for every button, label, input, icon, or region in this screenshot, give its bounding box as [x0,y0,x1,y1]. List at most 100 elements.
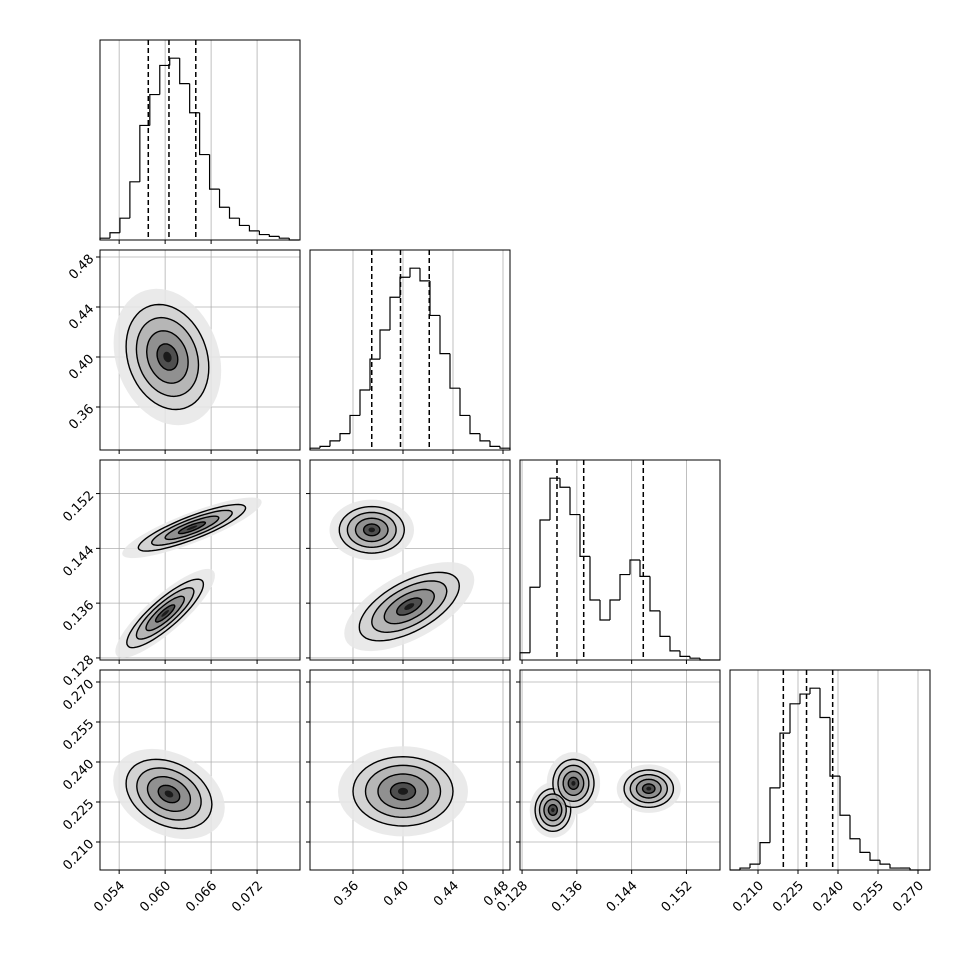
x-tick-label: 0.152 [659,878,696,915]
histogram-step [689,656,700,659]
histogram-step [569,487,580,516]
y-tick-label: 0.136 [60,598,97,635]
histogram-step [519,652,530,660]
density-contour [368,527,375,533]
histogram-step [319,445,330,449]
histogram-step [869,852,880,861]
histogram-step [349,414,360,434]
histogram-step [559,478,570,488]
panel-frame [309,459,511,661]
density-group [113,748,225,840]
histogram-step [439,315,450,355]
histogram-step [669,636,680,652]
histogram-step [369,358,380,390]
histogram-step [889,864,900,869]
histogram-step [179,58,190,85]
histogram-step [879,860,890,865]
histogram-step [469,415,480,435]
histogram-step [549,477,560,520]
density-contour [186,525,198,531]
histogram-step [479,433,490,442]
histogram-step [199,112,210,156]
density-contour [551,807,555,813]
histogram-step [278,236,290,239]
density-group [529,752,681,838]
y-tick-label: 0.240 [60,757,97,794]
density-group [115,497,262,658]
x-tick-label: 0.144 [604,878,641,915]
histogram-step [779,732,790,788]
histogram-step [609,599,620,620]
histogram-step [629,559,640,575]
panel-frame [519,669,721,871]
y-tick-label: 0.225 [60,797,97,834]
histogram-step [119,217,130,233]
x-tick-label: 0.060 [137,878,174,915]
density-contour [164,790,174,798]
histogram-step [359,389,370,416]
panel-frame [729,669,931,871]
panel-frame [519,459,721,661]
y-tick-label: 0.144 [60,543,97,580]
histogram-step [238,218,250,227]
histogram-step [489,440,500,447]
histogram-step [139,124,150,182]
histogram-step [759,842,770,865]
density-group [113,288,222,426]
histogram-step [859,838,870,854]
histogram-step [749,863,760,869]
histogram-step [409,267,420,278]
histogram-step [329,440,340,447]
histogram-step [258,230,270,236]
histogram-step [839,776,850,816]
x-tick-label: 0.36 [331,878,362,909]
histogram-step [339,433,350,441]
histogram-step [208,154,220,190]
y-tick-label: 0.255 [60,717,97,754]
y-tick-label: 0.44 [66,302,97,333]
panel-frame [99,669,301,871]
histogram-step [799,693,810,704]
x-tick-label: 0.255 [850,878,887,915]
x-tick-label: 0.136 [549,878,586,915]
x-tick-label: 0.225 [770,878,807,915]
x-tick-label: 0.054 [91,878,128,915]
histogram-step [169,57,180,66]
density-contour [646,786,652,791]
x-tick-label: 0.40 [381,878,412,909]
histogram-step [639,560,650,577]
histogram-step [218,189,230,208]
histogram-step [268,234,280,237]
histogram-step [589,556,600,601]
histogram-step [499,446,511,450]
histogram-step [679,650,690,657]
histogram-step [819,688,830,719]
histogram-step [599,600,610,621]
panel-frame [309,249,511,451]
y-tick-label: 0.48 [66,252,97,283]
histogram-step [248,225,260,232]
histogram-step [109,232,120,239]
histogram-step [159,64,170,95]
x-tick-label: 0.210 [730,878,767,915]
histogram-step [529,586,540,653]
y-tick-label: 0.40 [66,352,97,383]
y-tick-label: 0.36 [66,402,97,433]
histogram-step [379,329,390,360]
panel-frame [99,249,301,451]
density-contour [404,603,415,610]
density-group [329,499,475,652]
panel-frame [99,39,301,241]
x-tick-label: 0.44 [431,878,462,909]
histogram-step [809,687,820,695]
histogram-step [829,717,840,777]
histogram-step [419,268,430,282]
histogram-step [399,276,410,298]
x-tick-label: 0.240 [810,878,847,915]
histogram-step [789,703,800,734]
histogram-step [459,388,470,417]
histogram-step [659,610,670,637]
histogram-step [539,519,550,588]
x-tick-label: 0.066 [183,878,220,915]
